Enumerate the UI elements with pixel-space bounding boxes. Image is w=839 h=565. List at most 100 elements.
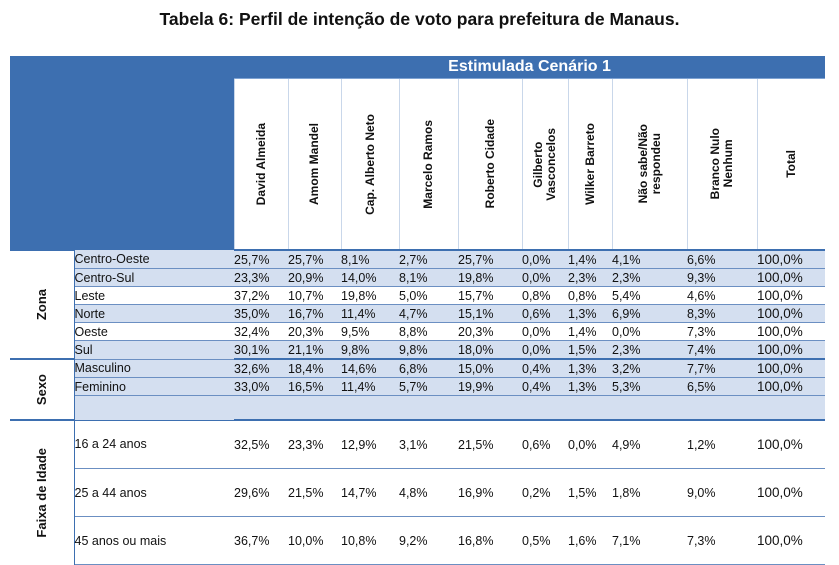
percentage-cell: 4,9% [612,419,687,469]
column-header-label: David Almeida [253,122,268,206]
row-category-label: 16 a 24 anos [74,420,234,469]
percentage-cell: 1,3% [568,377,612,396]
percentage-cell: 1,8% [612,468,687,517]
percentage-cell: 2,3% [612,340,687,360]
percentage-cell: 18,0% [458,340,522,360]
percentage-cell: 4,1% [612,249,687,269]
percentage-cell: 1,5% [568,468,612,517]
row-category-label: Feminino [74,377,234,396]
percentage-cell: 1,3% [568,358,612,378]
percentage-cell: 12,9% [341,419,399,469]
vote-intention-table: Estimulada Cenário 1 David Almeida Amom M… [10,56,826,565]
total-cell: 100,0% [757,322,826,341]
percentage-cell: 7,3% [687,322,757,341]
row-category-label: Leste [74,286,234,305]
percentage-cell: 1,4% [568,249,612,269]
total-cell: 100,0% [757,419,826,469]
percentage-cell: 0,5% [522,516,568,565]
percentage-cell: 9,3% [687,268,757,287]
column-header-label: Amom Mandel [307,122,321,205]
table-row: Sul 30,1% 21,1% 9,8% 9,8% 18,0% 0,0% 1,5% 2,3% 7,… [10,340,826,360]
table-row: Centro-Sul 23,3% 20,9% 14,0% 8,1% 19,8% 0,0% 2,… [10,268,826,287]
total-cell: 100,0% [757,249,826,269]
column-header: David Almeida [233,78,288,250]
percentage-cell: 7,7% [687,358,757,378]
row-category-label: 25 a 44 anos [74,468,234,517]
column-header: Branco Nulo Nenhum [686,78,757,250]
column-header: Roberto Cidade [457,78,522,250]
percentage-cell: 33,0% [234,377,288,396]
percentage-cell: 20,3% [288,322,341,341]
percentage-cell: 0,0% [612,322,687,341]
spacer-cell [74,395,826,421]
table-row: Norte 35,0% 16,7% 11,4% 4,7% 15,1% 0,6% 1,3% 6,9… [10,304,826,323]
percentage-cell: 1,6% [568,516,612,565]
column-header-label: Roberto Cidade [482,119,497,209]
column-header-label: Não sabe/Não respondeu [635,124,663,204]
total-cell: 100,0% [757,516,826,565]
percentage-cell: 5,0% [399,286,458,305]
percentage-cell: 6,8% [399,358,458,378]
percentage-cell: 14,6% [341,358,399,378]
percentage-cell: 1,2% [687,419,757,469]
percentage-cell: 14,0% [341,268,399,287]
group-label: Zona [10,249,75,359]
column-header-label: Branco Nulo Nenhum [708,128,735,200]
group-label: Sexo [10,358,75,420]
percentage-cell: 9,2% [399,516,458,565]
column-header: Gilberto Vasconcelos [521,78,568,250]
percentage-cell: 20,3% [458,322,522,341]
percentage-cell: 21,5% [458,419,522,469]
percentage-cell: 19,8% [341,286,399,305]
percentage-cell: 4,6% [687,286,757,305]
table-row: Zona Centro-Oeste 25,7% 25,7% 8,1% 2,7% 25,7% 0… [10,249,826,359]
percentage-cell: 15,1% [458,304,522,323]
percentage-cell: 8,1% [399,268,458,287]
total-cell: 100,0% [757,468,826,517]
percentage-cell: 16,8% [458,516,522,565]
column-header-label: Gilberto Vasconcelos [531,127,558,201]
percentage-cell: 8,3% [687,304,757,323]
percentage-cell: 29,6% [234,468,288,517]
percentage-cell: 5,7% [399,377,458,396]
percentage-cell: 25,7% [458,249,522,269]
percentage-cell: 8,8% [399,322,458,341]
percentage-cell: 7,1% [612,516,687,565]
percentage-cell: 7,3% [687,516,757,565]
header-corner [10,56,234,250]
percentage-cell: 3,1% [399,419,458,469]
spacer-row [10,395,826,421]
total-cell: 100,0% [757,340,826,360]
percentage-cell: 0,0% [522,322,568,341]
percentage-cell: 30,1% [234,340,288,360]
column-header-label: Wilker Barreto [582,123,597,205]
group-label-text: Faixa de Idade [34,447,50,538]
percentage-cell: 5,4% [612,286,687,305]
column-header: Cap. Alberto Neto [340,78,399,250]
percentage-cell: 32,6% [234,358,288,378]
percentage-cell: 9,0% [687,468,757,517]
percentage-cell: 0,2% [522,468,568,517]
percentage-cell: 36,7% [234,516,288,565]
table-row: Oeste 32,4% 20,3% 9,5% 8,8% 20,3% 0,0% 1,4% 0,0%… [10,322,826,341]
percentage-cell: 19,9% [458,377,522,396]
percentage-cell: 23,3% [288,419,341,469]
percentage-cell: 0,0% [522,249,568,269]
group-label: Faixa de Idade [10,419,75,565]
percentage-cell: 8,1% [341,249,399,269]
table-row: Feminino 33,0% 16,5% 11,4% 5,7% 19,9% 0,4% 1,3%… [10,377,826,396]
percentage-cell: 0,6% [522,304,568,323]
percentage-cell: 10,8% [341,516,399,565]
percentage-cell: 21,5% [288,468,341,517]
total-cell: 100,0% [757,377,826,396]
percentage-cell: 0,0% [568,419,612,469]
column-header: Amom Mandel [287,78,341,250]
percentage-cell: 15,7% [458,286,522,305]
percentage-cell: 0,8% [568,286,612,305]
row-category-label: Centro-Oeste [74,250,234,269]
row-category-label: Centro-Sul [74,268,234,287]
percentage-cell: 9,8% [399,340,458,360]
percentage-cell: 10,7% [288,286,341,305]
row-category-label: Oeste [74,322,234,341]
column-header-label: Total [783,150,798,178]
